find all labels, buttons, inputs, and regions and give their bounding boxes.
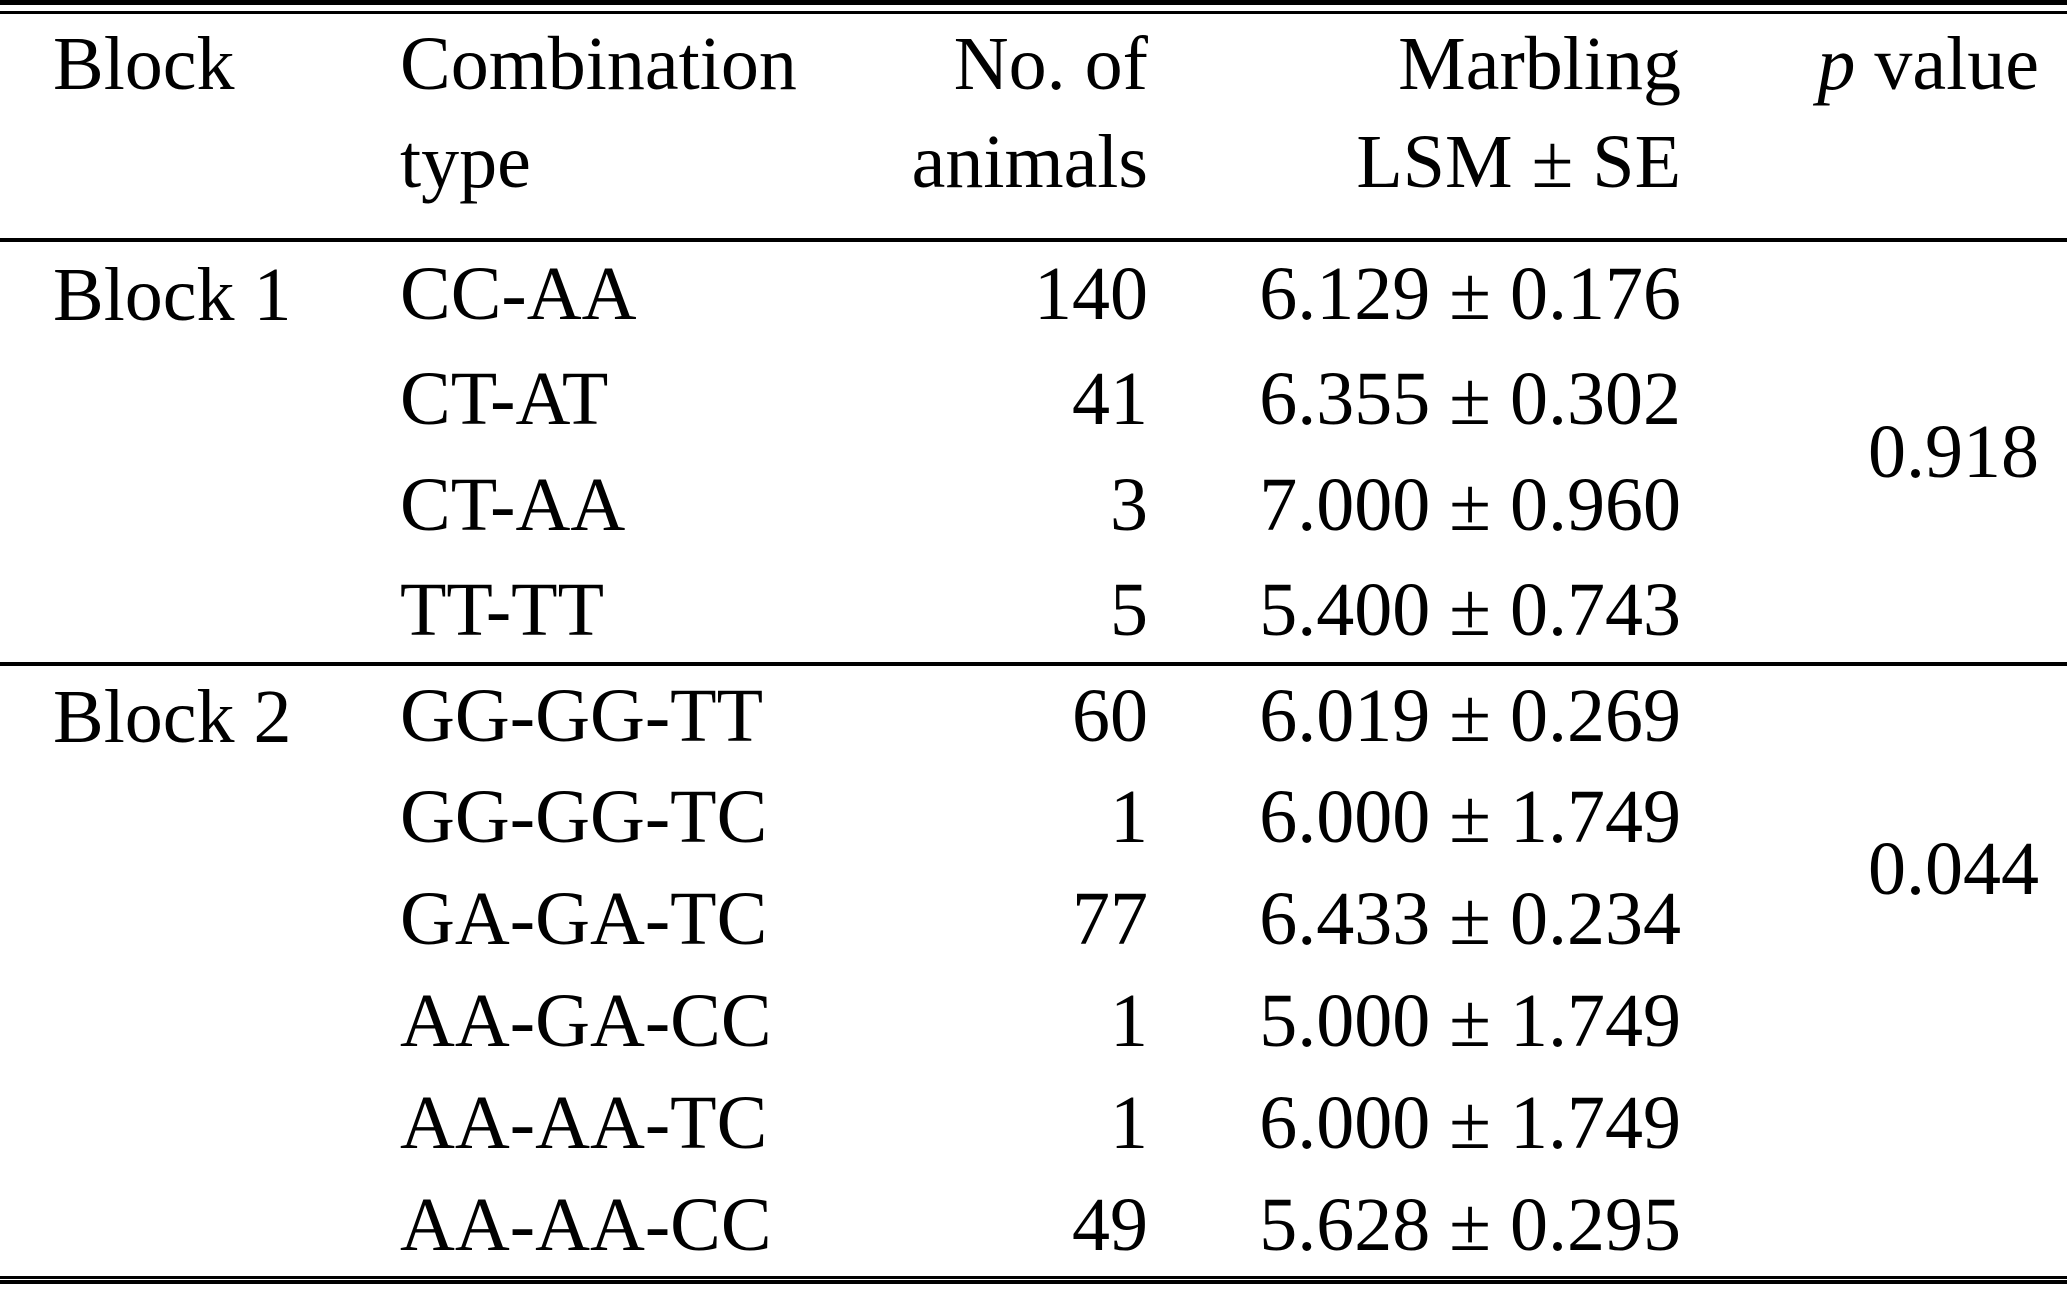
marbling-results-table: Block Combination No. of Marbling p valu…	[0, 14, 2067, 1276]
table-header: Block Combination No. of Marbling p valu…	[0, 14, 2067, 240]
no-of-animals-cell: 3	[1110, 463, 1148, 547]
table-row: AA-AA-TC 1 6.000 ± 1.749	[0, 1072, 2067, 1174]
bottom-rule-thick	[0, 1280, 2067, 1284]
header-p-value-line2-empty	[1689, 114, 2067, 240]
combination-type-cell: CT-AA	[400, 463, 626, 547]
header-row-1: Block Combination No. of Marbling p valu…	[0, 14, 2067, 114]
combination-type-cell: CC-AA	[400, 252, 637, 336]
header-block: Block	[53, 22, 235, 106]
p-value-cell: 0.918	[1868, 410, 2039, 494]
block-label: Block 1	[53, 253, 292, 337]
combination-type-cell: CT-AT	[400, 357, 609, 441]
header-p-value: p value	[1689, 14, 2067, 114]
combination-type-cell: GA-GA-TC	[400, 877, 768, 961]
table-row: GA-GA-TC 77 6.433 ± 0.234	[0, 868, 2067, 970]
header-block-line2-empty	[0, 114, 347, 240]
no-of-animals-cell: 60	[1072, 674, 1148, 758]
combination-type-cell: TT-TT	[400, 568, 605, 652]
no-of-animals-cell: 1	[1110, 775, 1148, 859]
header-marbling-line2: LSM ± SE	[1356, 120, 1681, 204]
no-of-animals-cell: 77	[1072, 877, 1148, 961]
p-symbol: p	[1817, 22, 1856, 106]
header-row-2: type animals LSM ± SE	[0, 114, 2067, 240]
header-no-of-animals: No. of	[953, 22, 1148, 106]
no-of-animals-cell: 49	[1072, 1183, 1148, 1267]
top-rule-thin	[0, 11, 2067, 14]
no-of-animals-cell: 41	[1072, 357, 1148, 441]
no-of-animals-cell: 1	[1110, 1081, 1148, 1165]
top-rule-thick	[0, 0, 2067, 5]
header-marbling: Marbling	[1398, 22, 1681, 106]
header-no-of-animals-line2: animals	[911, 120, 1148, 204]
marbling-lsm-se-cell: 5.628 ± 0.295	[1259, 1183, 1681, 1267]
p-value-word: value	[1874, 22, 2039, 106]
marbling-lsm-se-cell: 5.400 ± 0.743	[1259, 568, 1681, 652]
no-of-animals-cell: 5	[1110, 568, 1148, 652]
table-row: AA-AA-CC 49 5.628 ± 0.295	[0, 1174, 2067, 1276]
block-1-body: Block 1 CC-AA 140 6.129 ± 0.176 0.918 CT-AT 41…	[0, 240, 2067, 664]
marbling-lsm-se-cell: 6.355 ± 0.302	[1259, 357, 1681, 441]
combination-type-cell: AA-AA-CC	[400, 1183, 772, 1267]
no-of-animals-cell: 140	[1034, 252, 1148, 336]
combination-type-cell: GG-GG-TT	[400, 674, 764, 758]
table-row: Block 1 CC-AA 140 6.129 ± 0.176 0.918	[0, 240, 2067, 490]
table-row: AA-GA-CC 1 5.000 ± 1.749	[0, 970, 2067, 1072]
p-value-cell: 0.044	[1868, 827, 2039, 911]
combination-type-cell: GG-GG-TC	[400, 775, 768, 859]
block-2-body: Block 2 GG-GG-TT 60 6.019 ± 0.269 0.044 GG-GG…	[0, 664, 2067, 1276]
header-combination-type-line2: type	[400, 120, 531, 204]
marbling-lsm-se-cell: 6.019 ± 0.269	[1259, 674, 1681, 758]
marbling-lsm-se-cell: 5.000 ± 1.749	[1259, 979, 1681, 1063]
marbling-lsm-se-cell: 6.000 ± 1.749	[1259, 1081, 1681, 1165]
marbling-lsm-se-cell: 6.129 ± 0.176	[1259, 252, 1681, 336]
block-label: Block 2	[53, 675, 292, 759]
table-row: Block 2 GG-GG-TT 60 6.019 ± 0.269 0.044	[0, 664, 2067, 907]
marbling-lsm-se-cell: 6.433 ± 0.234	[1259, 877, 1681, 961]
marbling-lsm-se-cell: 6.000 ± 1.749	[1259, 775, 1681, 859]
table-row: GG-GG-TC 1 6.000 ± 1.749	[0, 766, 2067, 868]
table-row: CT-AA 3 7.000 ± 0.960	[0, 452, 2067, 558]
combination-type-cell: AA-AA-TC	[400, 1081, 768, 1165]
header-combination-type: Combination	[400, 22, 797, 106]
bottom-rule-thin	[0, 1276, 2067, 1279]
marbling-lsm-se-cell: 7.000 ± 0.960	[1259, 463, 1681, 547]
table-row: TT-TT 5 5.400 ± 0.743	[0, 558, 2067, 664]
no-of-animals-cell: 1	[1110, 979, 1148, 1063]
table-row: CT-AT 41 6.355 ± 0.302	[0, 346, 2067, 452]
combination-type-cell: AA-GA-CC	[400, 979, 772, 1063]
